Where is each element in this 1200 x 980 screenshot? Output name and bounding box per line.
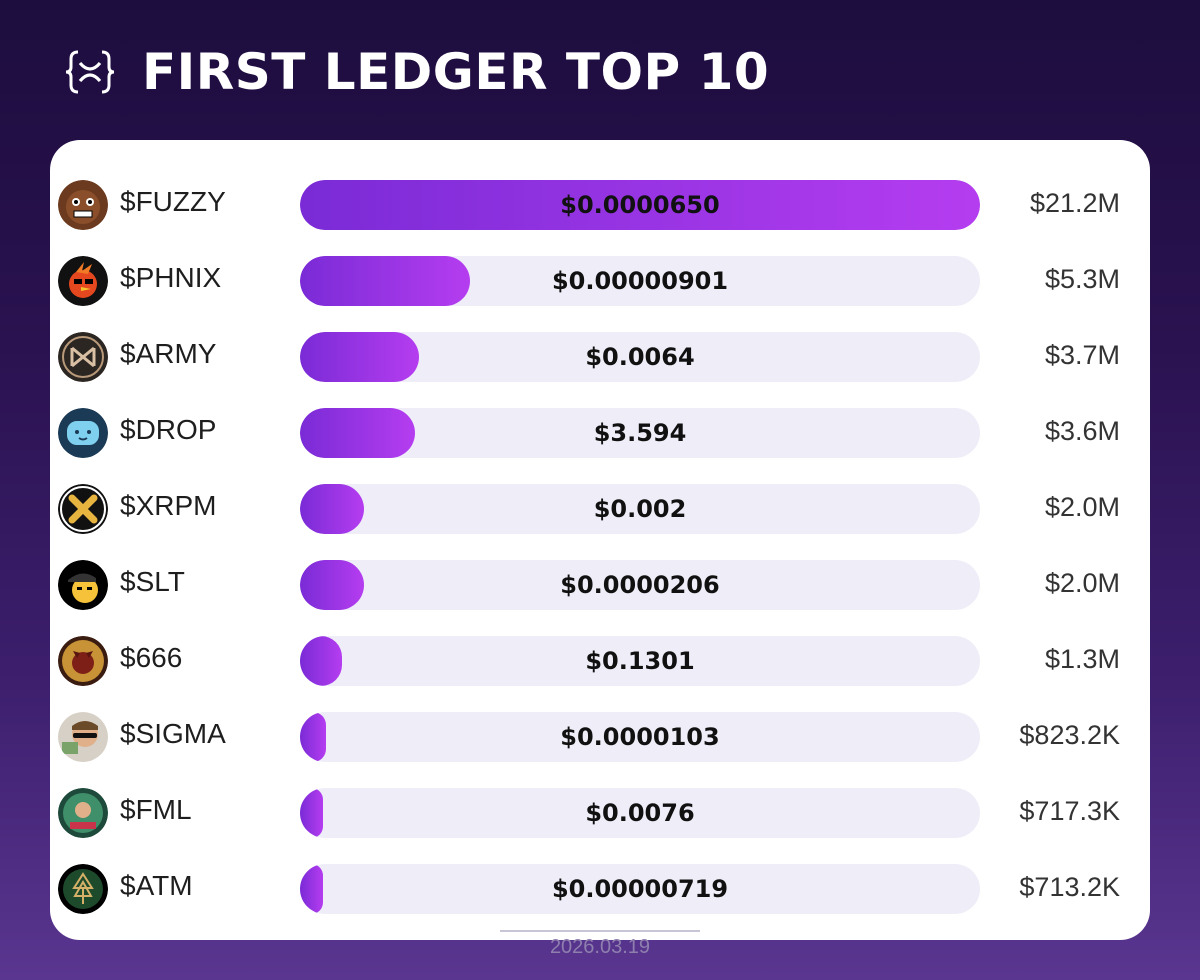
bar-drop: [300, 408, 416, 458]
header: FIRST LEDGER TOP 10: [64, 40, 769, 104]
market-cap-label: $3.6M: [1044, 416, 1120, 446]
bar-666: [300, 636, 342, 686]
market-cap-label: $2.0M: [1044, 492, 1120, 522]
bar-track: $0.0000206: [300, 560, 980, 610]
token-row: $DROP $3.594 $3.6M: [50, 408, 1150, 458]
phoenix-bird-avatar-icon: [58, 256, 108, 306]
price-label: $0.0064: [585, 343, 695, 371]
bar-track: $0.0000650: [300, 180, 980, 230]
leaderboard-card: $FUZZY $0.0000650 $21.2M $PHNIX $0.00000901 $…: [50, 140, 1150, 940]
token-row: $FUZZY $0.0000650 $21.2M: [50, 180, 1150, 230]
bar-track: $3.594: [300, 408, 980, 458]
page-title: FIRST LEDGER TOP 10: [142, 43, 770, 101]
drop-blob-avatar-icon: [58, 408, 108, 458]
market-cap-label: $713.2K: [1019, 872, 1120, 902]
xrpm-x-avatar-icon: [58, 484, 108, 534]
ticker-label: $SIGMA: [120, 718, 226, 749]
price-label: $0.0000650: [560, 191, 720, 219]
bar-track: $0.002: [300, 484, 980, 534]
ticker-label: $FUZZY: [120, 186, 226, 217]
price-label: $0.0076: [585, 799, 695, 827]
bar-track: $0.0064: [300, 332, 980, 382]
devil-666-avatar-icon: [58, 636, 108, 686]
slt-cap-face-avatar-icon: [58, 560, 108, 610]
ticker-label: $ATM: [120, 870, 193, 901]
price-label: $0.1301: [585, 647, 695, 675]
ticker-label: $FML: [120, 794, 192, 825]
market-cap-label: $1.3M: [1044, 644, 1120, 674]
sigma-man-avatar-icon: [58, 712, 108, 762]
ticker-label: $XRPM: [120, 490, 217, 521]
bar-phnix: [300, 256, 470, 306]
token-row: $XRPM $0.002 $2.0M: [50, 484, 1150, 534]
ticker-label: $DROP: [120, 414, 217, 445]
token-row: $ARMY $0.0064 $3.7M: [50, 332, 1150, 382]
token-row: $SIGMA $0.0000103 $823.2K: [50, 712, 1150, 762]
bar-fuzzy: [300, 180, 980, 230]
market-cap-label: $5.3M: [1044, 264, 1120, 294]
price-label: $0.00000719: [551, 875, 729, 903]
market-cap-label: $717.3K: [1019, 796, 1120, 826]
ticker-label: $ARMY: [120, 338, 217, 369]
price-label: $0.00000901: [551, 267, 729, 295]
xrpl-logo-icon: [65, 50, 115, 94]
price-label: $0.002: [593, 495, 687, 523]
market-cap-label: $3.7M: [1044, 340, 1120, 370]
army-emblem-avatar-icon: [58, 332, 108, 382]
bar-track: $0.0076: [300, 788, 980, 838]
bar-track: $0.0000103: [300, 712, 980, 762]
token-row: $PHNIX $0.00000901 $5.3M: [50, 256, 1150, 306]
token-row: $666 $0.1301 $1.3M: [50, 636, 1150, 686]
market-cap-label: $21.2M: [1029, 188, 1120, 218]
token-row: $SLT $0.0000206 $2.0M: [50, 560, 1150, 610]
price-label: $0.0000103: [560, 723, 720, 751]
bar-sigma: [300, 712, 327, 762]
ticker-label: $SLT: [120, 566, 185, 597]
market-cap-label: $823.2K: [1019, 720, 1120, 750]
token-row: $FML $0.0076 $717.3K: [50, 788, 1150, 838]
token-row: $ATM $0.00000719 $713.2K: [50, 864, 1150, 914]
bar-track: $0.00000901: [300, 256, 980, 306]
fuzzy-bear-avatar-icon: [58, 180, 108, 230]
bar-xrpm: [300, 484, 365, 534]
ticker-label: $PHNIX: [120, 262, 222, 293]
footer-date: 2026.03.19: [549, 936, 651, 958]
bar-army: [300, 332, 419, 382]
fml-florida-man-avatar-icon: [58, 788, 108, 838]
bar-fml: [300, 788, 323, 838]
ticker-label: $666: [120, 642, 183, 673]
footer-divider: [500, 930, 700, 932]
market-cap-label: $2.0M: [1044, 568, 1120, 598]
bar-slt: [300, 560, 365, 610]
bar-track: $0.1301: [300, 636, 980, 686]
price-label: $3.594: [593, 419, 687, 447]
price-label: $0.0000206: [560, 571, 720, 599]
atm-tree-avatar-icon: [58, 864, 108, 914]
bar-atm: [300, 864, 323, 914]
bar-track: $0.00000719: [300, 864, 980, 914]
